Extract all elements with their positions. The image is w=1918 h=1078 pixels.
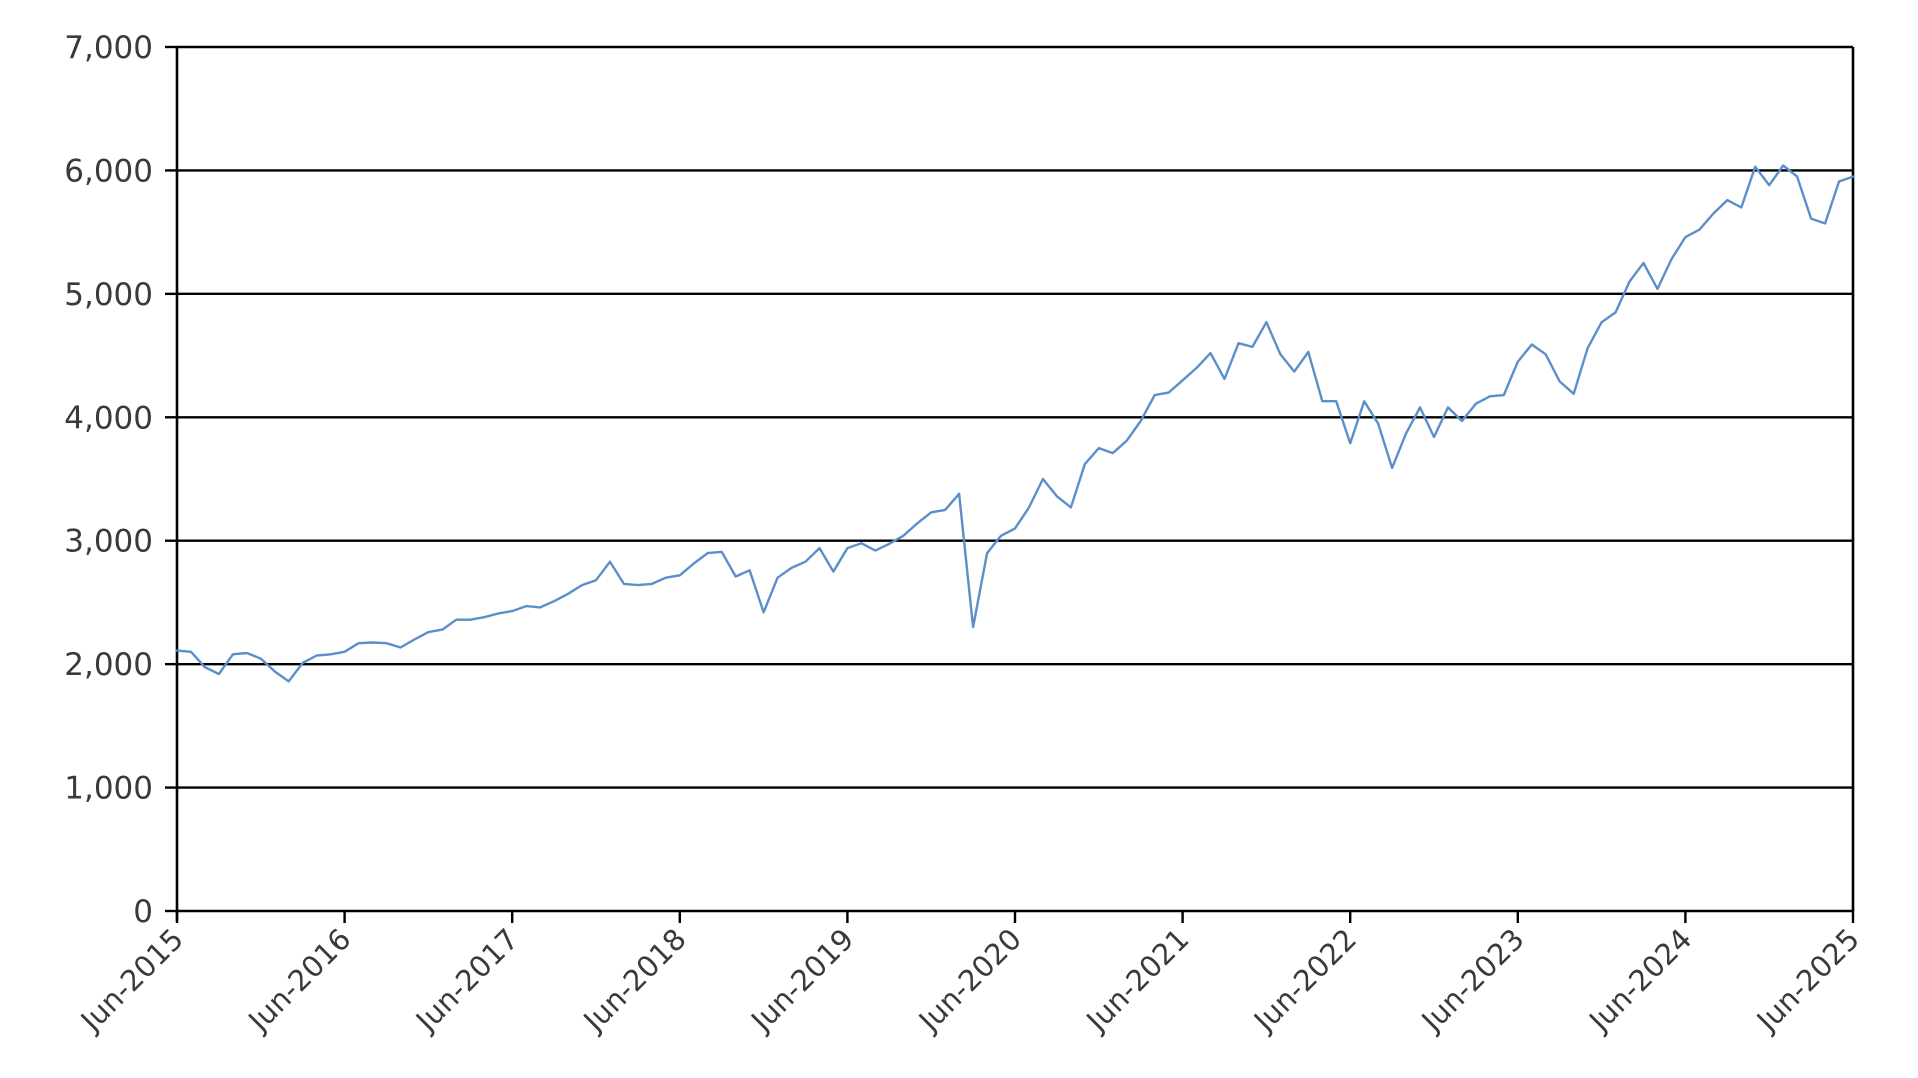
y-tick-label: 0: [133, 894, 153, 930]
series-layer: [175, 164, 1855, 683]
y-tick-label: 7,000: [64, 30, 153, 66]
y-tick-labels: 0 1,000 2,000 3,000 4,000 5,000 6,000 7,000: [64, 30, 153, 930]
y-tick-label: 1,000: [64, 771, 153, 807]
y-tick-label: 5,000: [64, 277, 153, 313]
series-line: [175, 164, 1855, 683]
gridlines: [177, 45, 1853, 789]
y-tick-label: 6,000: [64, 153, 153, 189]
axes: [165, 45, 1855, 923]
y-tick-label: 2,000: [64, 647, 153, 683]
y-tick-label: 3,000: [64, 524, 153, 560]
y-tick-label: 4,000: [64, 400, 153, 436]
